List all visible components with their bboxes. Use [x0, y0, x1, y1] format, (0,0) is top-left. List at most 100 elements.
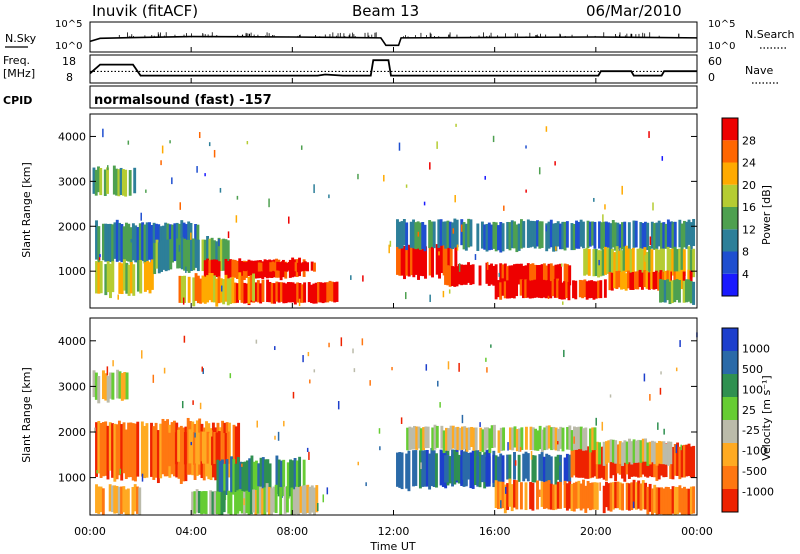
data-cell [435, 425, 439, 448]
data-cell [199, 278, 203, 304]
data-cell [222, 490, 226, 513]
data-cell [582, 447, 585, 478]
data-cell [138, 487, 142, 515]
data-speck [218, 239, 220, 247]
data-cell [602, 221, 606, 249]
power-y-axis: 1000 2000 3000 4000 [58, 130, 697, 278]
data-speck [423, 201, 426, 206]
data-speck [272, 503, 275, 511]
data-cell [303, 261, 307, 271]
data-cell [545, 223, 549, 252]
data-cell [254, 282, 258, 302]
data-cell [133, 484, 137, 512]
velocity-colorbar: 1000 500 100 25 -25 -100 -500 -1000 [721, 327, 774, 513]
data-cell [470, 426, 474, 448]
data-speck [246, 141, 249, 145]
data-cell [563, 263, 567, 284]
data-cell [306, 484, 310, 513]
data-cell [451, 425, 455, 449]
data-cell [600, 446, 604, 478]
data-cell [269, 262, 273, 272]
data-cell [561, 221, 565, 250]
data-speck [199, 402, 202, 410]
data-cell [682, 271, 686, 290]
data-cell [453, 218, 457, 248]
data-cell [660, 222, 663, 250]
velocity-data [92, 332, 698, 515]
data-speck [178, 244, 181, 252]
data-cell [535, 279, 539, 298]
data-cell [659, 278, 663, 303]
data-cell [627, 448, 631, 479]
data-cell [490, 224, 494, 250]
data-cell [297, 487, 301, 515]
data-cell [669, 441, 673, 465]
data-cell [236, 260, 239, 280]
data-speck [302, 355, 304, 363]
data-cell [441, 221, 445, 246]
data-cell [667, 487, 670, 515]
data-speck [313, 369, 316, 373]
data-cell [508, 478, 512, 507]
data-speck [328, 194, 330, 199]
data-cell [492, 221, 496, 249]
data-cell [542, 482, 546, 509]
data-cell [273, 283, 276, 304]
data-cell [213, 275, 216, 303]
data-cell [428, 453, 432, 490]
velocity-panel: 1000 2000 3000 4000 Slant Range [km] 1000 50… [20, 317, 774, 516]
data-cell [598, 442, 602, 465]
data-cell [556, 454, 560, 480]
data-cell [400, 244, 404, 276]
data-cell [167, 239, 170, 271]
data-cell [599, 250, 603, 277]
data-cell [671, 248, 675, 276]
data-cell [129, 262, 133, 294]
data-cell [273, 262, 277, 272]
data-cell [431, 427, 435, 451]
data-cell [687, 246, 691, 274]
data-cell [588, 482, 592, 511]
data-speck [593, 197, 595, 202]
data-speck [609, 394, 612, 398]
data-speck [307, 351, 310, 357]
data-speck [573, 436, 575, 444]
data-cell [689, 486, 693, 515]
data-cell [224, 274, 228, 302]
data-cell [464, 264, 468, 285]
data-cell [486, 427, 490, 449]
data-cell [623, 446, 627, 482]
data-cell [524, 279, 528, 299]
colorbar-tick-label: -25 [742, 424, 760, 437]
data-cell [561, 427, 565, 452]
data-cell [252, 461, 256, 496]
data-speck [292, 391, 295, 399]
data-cell [112, 165, 116, 195]
data-speck [236, 195, 239, 200]
data-cell [304, 485, 307, 514]
colorbar-tick-label: 8 [742, 246, 749, 259]
data-cell [150, 225, 154, 268]
data-cell [524, 265, 528, 286]
data-cell [618, 224, 622, 252]
data-speck [235, 215, 238, 223]
data-cell [508, 454, 512, 481]
data-cell [196, 275, 200, 304]
colorbar-tick-label: 100 [742, 383, 763, 396]
noise-spikes [118, 32, 680, 38]
data-cell [306, 262, 310, 272]
data-cell [136, 260, 140, 292]
data-cell [522, 453, 526, 482]
data-cell [229, 492, 233, 515]
data-cell [256, 486, 260, 514]
data-speck [340, 337, 343, 347]
data-cell [601, 249, 605, 276]
data-cell [286, 462, 290, 499]
data-cell [562, 281, 566, 300]
data-cell [608, 271, 612, 291]
data-cell [136, 421, 140, 477]
data-speck [210, 430, 213, 437]
data-cell [234, 463, 238, 500]
data-speck [538, 167, 541, 175]
data-cell [661, 279, 665, 303]
